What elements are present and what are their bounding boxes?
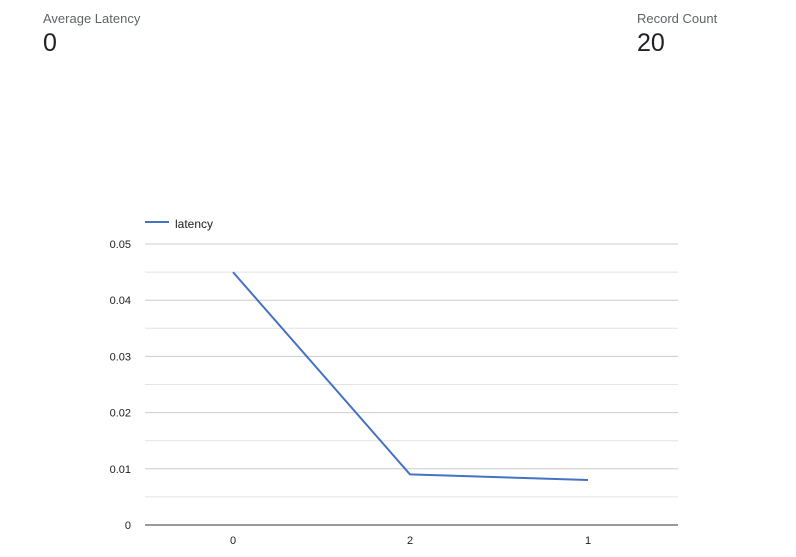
y-tick-label: 0.02 — [110, 408, 131, 420]
scorecard-label: Record Count — [637, 11, 718, 26]
scorecard-value: 20 — [637, 29, 665, 57]
legend-label-latency: latency — [175, 217, 213, 231]
x-tick-label: 1 — [585, 535, 591, 547]
y-tick-label: 0.03 — [110, 351, 131, 363]
y-tick-label: 0.01 — [110, 464, 131, 476]
y-tick-label: 0.05 — [110, 239, 131, 251]
scorecard-label: Average Latency — [43, 11, 141, 26]
data-point[interactable] — [584, 476, 592, 484]
scorecard-value: 0 — [43, 29, 57, 57]
data-point[interactable] — [229, 268, 237, 276]
data-point[interactable] — [406, 470, 414, 478]
chart-gridlines — [145, 243, 678, 498]
y-tick-label: 0.04 — [110, 295, 131, 307]
x-tick-label: 2 — [407, 535, 413, 547]
average-latency-scorecard: Average Latency 0 — [43, 10, 140, 58]
x-tick-label: 0 — [230, 535, 236, 547]
y-tick-label: 0 — [125, 520, 131, 532]
record-count-scorecard: Record Count 20 — [637, 10, 717, 58]
chart-series — [229, 268, 592, 484]
chart-legend[interactable]: latency — [145, 217, 213, 231]
chart-axes: 0 0.01 0.02 0.03 0.04 0.05 0 2 1 — [110, 239, 678, 547]
series-line-latency[interactable] — [232, 271, 589, 482]
